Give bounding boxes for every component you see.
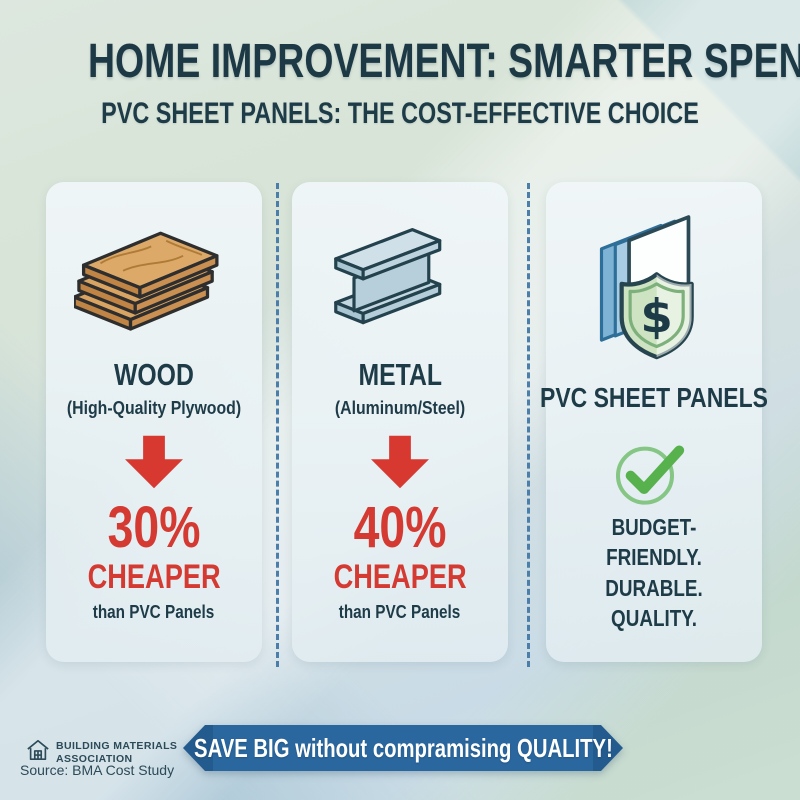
page-title: HOME IMPROVEMENT: SMARTER SPENDING: [88, 35, 800, 88]
org-name-line1: BUILDING MATERIALS: [56, 739, 178, 752]
material-detail: (High-Quality Plywood): [66, 398, 242, 418]
benefit-item: QUALITY.: [611, 605, 697, 632]
material-name: METAL: [358, 357, 442, 392]
stat-percent: 30%: [107, 495, 201, 560]
benefit-item: DURABLE.: [605, 574, 703, 601]
pvc-sheets-shield-dollar-icon: $: [593, 206, 715, 374]
svg-text:$: $: [640, 291, 672, 345]
header: HOME IMPROVEMENT: SMARTER SPENDING PVC S…: [0, 35, 800, 131]
org-name: BUILDING MATERIALS ASSOCIATION: [56, 740, 177, 765]
stat-percent: 40%: [353, 495, 447, 560]
stat-label: CHEAPER: [87, 558, 221, 596]
stat-note: than PVC Panels: [93, 602, 215, 623]
red-down-arrow-icon: [371, 435, 429, 491]
metal-card: METAL (Aluminum/Steel) 40% CHEAPER than …: [292, 182, 508, 662]
benefit-item: BUDGET-FRIENDLY.: [606, 514, 702, 571]
page-subtitle: PVC SHEET PANELS: THE COST-EFFECTIVE CHO…: [101, 96, 699, 130]
metal-ibeam-icon: [323, 210, 478, 355]
bottom-banner: SAVE BIG without compramising QUALITY!: [183, 725, 623, 771]
house-icon: [26, 738, 50, 767]
source-note: Source: BMA Cost Study: [20, 762, 175, 778]
org-name-line2: ASSOCIATION: [56, 752, 133, 765]
stat-label: CHEAPER: [333, 558, 467, 596]
wood-card: WOOD (High-Quality Plywood) 30% CHEAPER …: [46, 182, 262, 662]
benefits-list: BUDGET-FRIENDLY. DURABLE. QUALITY.: [546, 512, 762, 633]
stat-note: than PVC Panels: [339, 602, 461, 623]
ribbon: SAVE BIG without compramising QUALITY!: [183, 725, 623, 771]
material-name: WOOD: [114, 357, 194, 392]
banner-text: SAVE BIG without compramising QUALITY!: [193, 732, 613, 763]
org-logo: BUILDING MATERIALS ASSOCIATION: [26, 738, 177, 767]
column-divider: [276, 183, 279, 667]
pvc-card: $ PVC SHEET PANELS BUDGET-FRIENDLY. DURA…: [540, 182, 768, 662]
material-name: PVC SHEET PANELS: [540, 382, 768, 413]
material-detail: (Aluminum/Steel): [334, 398, 466, 418]
red-down-arrow-icon: [125, 435, 183, 491]
column-divider: [527, 183, 530, 667]
green-check-circle-icon: [606, 436, 702, 505]
wood-planks-icon: [74, 210, 234, 355]
